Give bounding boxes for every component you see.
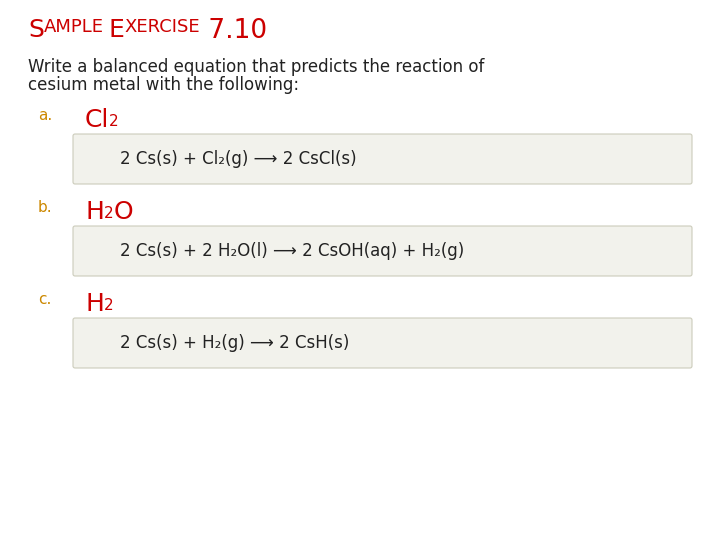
Text: cesium metal with the following:: cesium metal with the following: [28,76,299,94]
Text: 2: 2 [104,298,114,313]
Text: 2 Cs(s) + 2 H₂O(l) ⟶ 2 CsOH(aq) + H₂(g): 2 Cs(s) + 2 H₂O(l) ⟶ 2 CsOH(aq) + H₂(g) [120,242,464,260]
Text: Cl: Cl [85,108,109,132]
Text: Write a balanced equation that predicts the reaction of: Write a balanced equation that predicts … [28,58,485,76]
FancyBboxPatch shape [73,318,692,368]
Text: XERCISE: XERCISE [124,18,199,36]
Text: H: H [85,200,104,224]
Text: a.: a. [38,108,53,123]
FancyBboxPatch shape [73,226,692,276]
Text: c.: c. [38,292,51,307]
Text: O: O [114,200,133,224]
Text: H: H [85,292,104,316]
Text: 2: 2 [109,114,119,129]
Text: 2 Cs(s) + Cl₂(g) ⟶ 2 CsCl(s): 2 Cs(s) + Cl₂(g) ⟶ 2 CsCl(s) [120,150,356,168]
Text: 2: 2 [104,206,114,221]
Text: 2 Cs(s) + H₂(g) ⟶ 2 CsH(s): 2 Cs(s) + H₂(g) ⟶ 2 CsH(s) [120,334,349,352]
Text: AMPLE: AMPLE [44,18,104,36]
FancyBboxPatch shape [73,134,692,184]
Text: E: E [108,18,124,42]
Text: 7.10: 7.10 [199,18,267,44]
Text: S: S [28,18,44,42]
Text: b.: b. [38,200,53,215]
